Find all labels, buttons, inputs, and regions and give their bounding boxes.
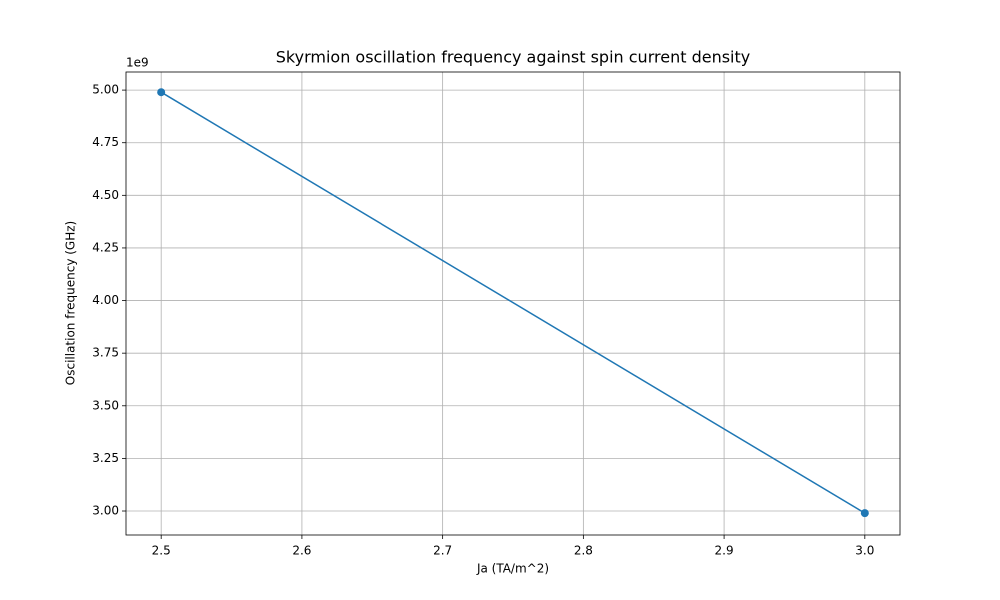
point [157,88,166,97]
y-tick-label: 4.75 [92,135,119,149]
y-tick-label: 3.50 [92,398,119,412]
x-tick-label: 2.8 [574,544,593,558]
y-tick-label: 4.25 [92,240,119,254]
x-tick-label: 2.7 [433,544,452,558]
x-tick-label: 3.0 [855,544,874,558]
x-tick-label: 2.5 [152,544,171,558]
line [160,91,866,514]
plot-frame [125,71,901,536]
y-tick-label: 3.25 [92,451,119,465]
y-tick-label: 3.00 [92,504,119,518]
y-tick-label: 3.75 [92,346,119,360]
x-tick-label: 2.9 [715,544,734,558]
y-tick-label: 5.00 [92,83,119,97]
chart-title: Skyrmion oscillation frequency against s… [276,48,750,67]
y-tick-label: 4.00 [92,293,119,307]
y-offset-label: 1e9 [126,56,149,70]
x-axis-label: Ja (TA/m^2) [476,562,549,576]
point [860,509,869,518]
y-axis-label: Oscillation frequency (GHz) [64,221,78,385]
x-tick-label: 2.6 [292,544,311,558]
y-tick-label: 4.50 [92,188,119,202]
